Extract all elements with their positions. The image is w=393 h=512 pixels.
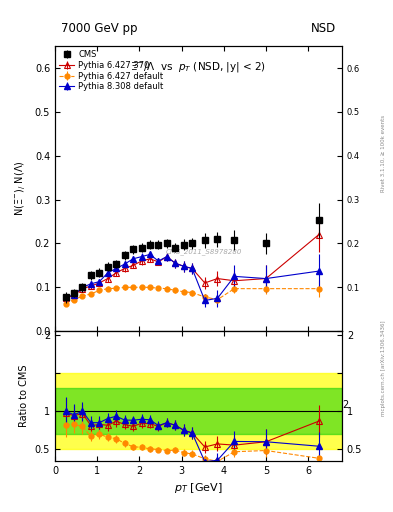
Bar bbox=[55, 373, 342, 450]
Text: 2: 2 bbox=[342, 400, 348, 411]
Text: mcplots.cern.ch [arXiv:1306.3436]: mcplots.cern.ch [arXiv:1306.3436] bbox=[381, 321, 386, 416]
Bar bbox=[55, 389, 342, 434]
Legend: CMS, Pythia 6.427 370, Pythia 6.427 default, Pythia 8.308 default: CMS, Pythia 6.427 370, Pythia 6.427 defa… bbox=[57, 49, 165, 93]
Y-axis label: N($\Xi^{-}$)$_{/}$ N($\Lambda$): N($\Xi^{-}$)$_{/}$ N($\Lambda$) bbox=[14, 161, 29, 217]
X-axis label: $p_T$ [GeV]: $p_T$ [GeV] bbox=[174, 481, 223, 495]
Text: 7000 GeV pp: 7000 GeV pp bbox=[61, 22, 137, 35]
Y-axis label: Ratio to CMS: Ratio to CMS bbox=[19, 365, 29, 427]
Text: Rivet 3.1.10, ≥ 100k events: Rivet 3.1.10, ≥ 100k events bbox=[381, 115, 386, 192]
Text: CMS_2011_S8978280: CMS_2011_S8978280 bbox=[166, 248, 242, 255]
Text: NSD: NSD bbox=[311, 22, 336, 35]
Text: $\Xi^{-}/\Lambda$  vs  $p_T$ (NSD, |y| < 2): $\Xi^{-}/\Lambda$ vs $p_T$ (NSD, |y| < 2… bbox=[130, 60, 266, 74]
